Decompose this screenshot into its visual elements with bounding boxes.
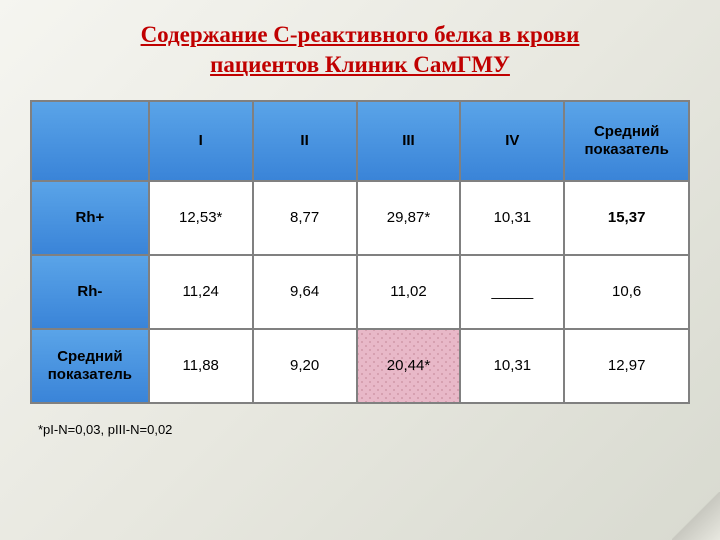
header-row: I II III IV Средний показатель [31,101,689,181]
header-col-5: Средний показатель [564,101,689,181]
table-row: Rh+ 12,53* 8,77 29,87* 10,31 15,37 [31,181,689,255]
title-line2: пациентов Клиник СамГМУ [210,52,510,77]
row3-v2: 9,20 [253,329,357,403]
row2-v2: 9,64 [253,255,357,329]
row2-v5: 10,6 [564,255,689,329]
row3-v1: 11,88 [149,329,253,403]
row3-label-b: показатель [48,366,132,383]
row1-v1: 12,53* [149,181,253,255]
row2-v4: _____ [460,255,564,329]
title-line1: Содержание С-реактивного белка в крови [141,22,580,47]
header-col-5b: показатель [585,141,669,158]
row2-v1: 11,24 [149,255,253,329]
corner-fold-icon [672,492,720,540]
row1-v3: 29,87* [357,181,461,255]
data-table: I II III IV Средний показатель Rh+ 12,53… [30,100,690,404]
header-col-1: I [149,101,253,181]
row2-v3: 11,02 [357,255,461,329]
row1-v5: 15,37 [564,181,689,255]
row1-label: Rh+ [31,181,149,255]
corner-cell [31,101,149,181]
row1-v2: 8,77 [253,181,357,255]
header-col-2: II [253,101,357,181]
row3-v3: 20,44* [357,329,461,403]
table-row: Средний показатель 11,88 9,20 20,44* 10,… [31,329,689,403]
slide-title: Содержание С-реактивного белка в крови п… [30,20,690,80]
row3-label: Средний показатель [31,329,149,403]
row3-v4: 10,31 [460,329,564,403]
row2-label: Rh- [31,255,149,329]
header-col-3: III [357,101,461,181]
footnote: *pI-N=0,03, pIII-N=0,02 [38,422,690,437]
slide: Содержание С-реактивного белка в крови п… [0,0,720,540]
table-row: Rh- 11,24 9,64 11,02 _____ 10,6 [31,255,689,329]
header-col-4: IV [460,101,564,181]
header-col-5a: Средний [594,123,659,140]
row1-v4: 10,31 [460,181,564,255]
row3-label-a: Средний [57,348,122,365]
row3-v5: 12,97 [564,329,689,403]
